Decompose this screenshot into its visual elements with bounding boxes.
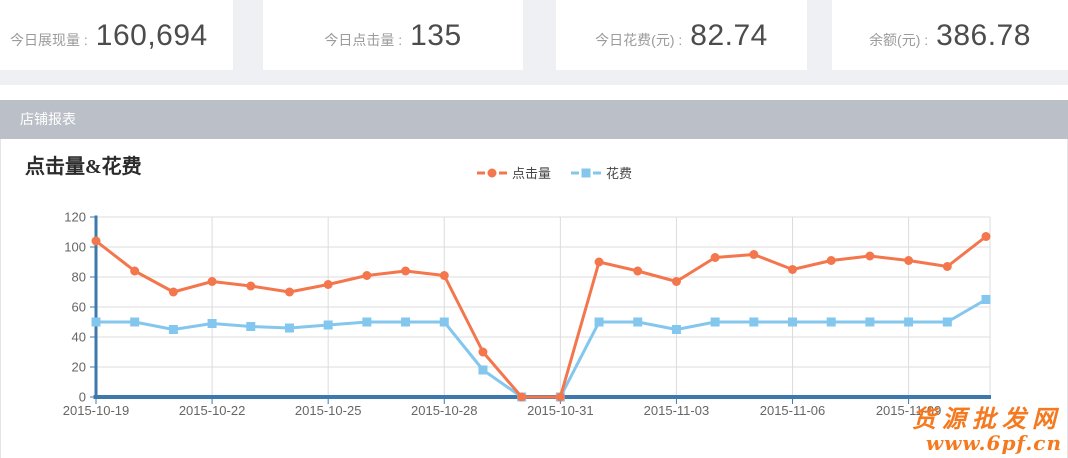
x-axis-label: 2015-10-28 <box>411 403 478 418</box>
stat-label: 今日花费(元) : <box>595 32 683 48</box>
stat-value: 386.78 <box>936 19 1031 52</box>
legend-item-spend[interactable]: 花费 <box>571 163 632 182</box>
x-axis-label: 2015-11-06 <box>760 403 826 418</box>
watermark-site-name: 货源批发网 <box>912 403 1062 433</box>
panel-top-strip <box>0 85 1068 100</box>
data-point[interactable] <box>788 317 798 327</box>
data-point[interactable] <box>710 253 720 262</box>
y-axis-label: 120 <box>64 210 86 225</box>
stat-card-impressions: 今日展现量 : 160,694 <box>0 0 233 70</box>
stat-value: 135 <box>410 19 462 52</box>
data-point[interactable] <box>478 365 488 375</box>
series-line-点击量 <box>95 235 987 399</box>
stat-label: 今日点击量 : <box>324 32 403 48</box>
data-point[interactable] <box>904 317 914 327</box>
stat-cards-row: 今日展现量 : 160,694 今日点击量 : 135 今日花费(元) : 82… <box>0 0 1068 70</box>
data-point[interactable] <box>168 325 178 334</box>
data-point[interactable] <box>323 280 333 289</box>
data-point[interactable] <box>865 251 875 261</box>
stat-label: 今日展现量 : <box>10 32 88 48</box>
data-point[interactable] <box>478 347 488 357</box>
data-point[interactable] <box>942 317 952 327</box>
x-axis-label: 2015-11-03 <box>644 403 710 418</box>
data-point[interactable] <box>246 322 256 331</box>
legend-circle-marker-icon <box>477 168 507 177</box>
data-point[interactable] <box>362 271 372 280</box>
legend-label: 点击量 <box>512 166 552 181</box>
stat-value: 82.74 <box>690 19 768 52</box>
data-point[interactable] <box>749 250 759 259</box>
data-point[interactable] <box>671 325 681 334</box>
data-point[interactable] <box>865 317 875 327</box>
data-point[interactable] <box>594 257 604 267</box>
data-point[interactable] <box>323 320 333 330</box>
y-axis-label: 20 <box>72 360 86 375</box>
data-point[interactable] <box>207 319 217 328</box>
data-point[interactable] <box>401 266 411 276</box>
chart-panel <box>0 139 1068 458</box>
y-axis-label: 60 <box>72 300 86 315</box>
chart-legend: 点击量 花费 <box>477 163 632 182</box>
stat-label: 余额(元) : <box>869 32 929 48</box>
data-point[interactable] <box>284 287 294 297</box>
data-point[interactable] <box>981 232 991 241</box>
x-axis-label: 2015-10-22 <box>179 403 246 418</box>
data-point[interactable] <box>942 262 952 271</box>
y-axis-label: 80 <box>72 270 86 285</box>
data-point[interactable] <box>91 317 101 327</box>
x-axis-label: 2015-11-09 <box>876 403 942 418</box>
data-point[interactable] <box>517 392 527 402</box>
data-point[interactable] <box>904 256 914 265</box>
section-header-bar: 店铺报表 <box>0 100 1068 139</box>
x-axis-label: 2015-10-19 <box>63 403 130 418</box>
data-point[interactable] <box>633 317 643 327</box>
data-point[interactable] <box>555 392 565 402</box>
data-point[interactable] <box>207 277 217 286</box>
data-point[interactable] <box>826 317 836 327</box>
series-line-花费 <box>96 298 987 399</box>
data-point[interactable] <box>91 236 101 246</box>
legend-square-marker-icon <box>571 168 602 177</box>
stat-card-clicks: 今日点击量 : 135 <box>263 0 523 70</box>
data-point[interactable] <box>594 317 604 327</box>
data-point[interactable] <box>401 317 411 327</box>
data-point[interactable] <box>788 265 798 274</box>
legend-label: 花费 <box>606 166 633 181</box>
data-point[interactable] <box>633 266 643 276</box>
data-point[interactable] <box>439 317 449 327</box>
data-point[interactable] <box>826 256 836 265</box>
data-point[interactable] <box>284 323 294 333</box>
data-point[interactable] <box>168 287 178 297</box>
section-title: 店铺报表 <box>20 111 76 127</box>
stat-value: 160,694 <box>95 19 208 52</box>
data-point[interactable] <box>710 317 720 327</box>
watermark-url: www.6pf.cn <box>925 431 1062 455</box>
chart-title: 点击量&花费 <box>25 156 142 178</box>
y-axis-label: 100 <box>64 240 86 255</box>
data-point[interactable] <box>130 266 140 276</box>
x-axis-label: 2015-10-25 <box>295 403 362 418</box>
data-point[interactable] <box>981 295 991 304</box>
stat-card-spend: 今日花费(元) : 82.74 <box>556 0 807 70</box>
data-point[interactable] <box>130 317 140 327</box>
y-axis-label: 0 <box>79 390 86 405</box>
stat-card-balance: 余额(元) : 386.78 <box>832 0 1068 70</box>
data-point[interactable] <box>362 317 372 327</box>
data-point[interactable] <box>439 271 449 280</box>
watermark: 货源批发网 www.6pf.cn <box>912 403 1062 455</box>
legend-item-clicks[interactable]: 点击量 <box>477 163 551 182</box>
y-axis-label: 40 <box>72 330 86 345</box>
data-point[interactable] <box>246 281 256 291</box>
x-axis-label: 2015-10-31 <box>527 403 594 418</box>
data-point[interactable] <box>749 317 759 327</box>
data-point[interactable] <box>671 277 681 286</box>
